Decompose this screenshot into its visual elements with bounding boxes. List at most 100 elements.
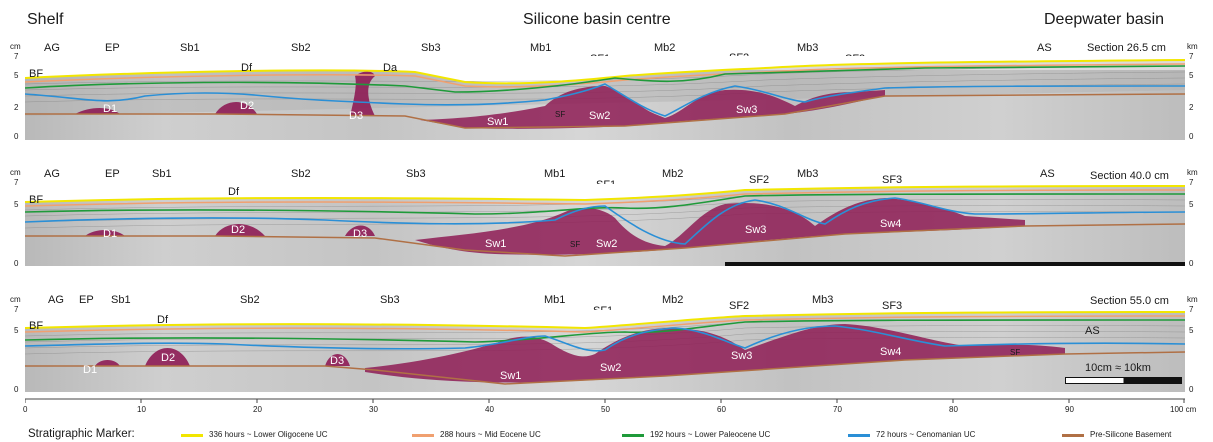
legend-swatch-oligocene (181, 434, 203, 437)
x-tick-20: 20 (253, 405, 262, 414)
legend-swatch-cenomanian (848, 434, 870, 437)
panel2-label-sw1: Sw1 (485, 238, 507, 250)
x-tick-80: 80 (949, 405, 958, 414)
panel3-label-sb1: Sb1 (111, 294, 131, 306)
panel2-label-sf: SF (570, 240, 581, 249)
x-tick-50: 50 (601, 405, 610, 414)
header-shelf: Shelf (27, 11, 64, 28)
panel3-label-mb2: Mb2 (662, 294, 684, 306)
panel3-tick-5: 5 (14, 326, 19, 335)
panel2-cross-section (25, 184, 1185, 266)
panel3-label-df: Df (157, 314, 168, 326)
panel3-label-sf2: SF2 (729, 300, 750, 312)
scale-bar (1065, 377, 1182, 384)
panel1-tick-5: 5 (14, 71, 19, 80)
panel3-tick-0-right: 0 (1189, 385, 1194, 394)
panel3-label-ag: AG (48, 294, 64, 306)
panel1-label-sb1: Sb1 (180, 42, 200, 54)
panel1-label-sw1: Sw1 (487, 116, 509, 128)
panel2-label-sb2: Sb2 (291, 168, 311, 180)
panel2-section-title: Section 40.0 cm (1090, 170, 1169, 182)
panel2-label-sb3: Sb3 (406, 168, 426, 180)
panel3-label-d1: D1 (83, 364, 98, 376)
panel3-tick-7-right: 7 (1189, 305, 1194, 314)
panel1-unit-cm: cm (10, 42, 21, 51)
panel1-label-da: Da (383, 62, 398, 74)
panel1-label-bf: BF (29, 68, 44, 80)
panel2-label-mb2: Mb2 (662, 168, 684, 180)
panel3-label-sb2: Sb2 (240, 294, 260, 306)
panel3-section-title: Section 55.0 cm (1090, 295, 1169, 307)
x-tick-0: 0 (23, 405, 28, 414)
panel2-tick-5-right: 5 (1189, 200, 1194, 209)
panel3-label-sw2: Sw2 (600, 362, 622, 374)
panel1-label-d2: D2 (240, 100, 255, 112)
panel3-label-mb3: Mb3 (812, 294, 834, 306)
panel1-section-title: Section 26.5 cm (1087, 42, 1166, 54)
scale-bar-label: 10cm ≈ 10km (1085, 362, 1151, 374)
panel3-label-d2: D2 (161, 352, 176, 364)
panel1-tick-2-right: 2 (1189, 103, 1194, 112)
panel3-label-ep: EP (79, 294, 94, 306)
panel1-label-mb3: Mb3 (797, 42, 819, 54)
panel3-label-mb1: Mb1 (544, 294, 566, 306)
panel1-label-mb1: Mb1 (530, 42, 552, 54)
panel1-label-sw3: Sw3 (736, 104, 758, 116)
header-silicone-basin-centre: Silicone basin centre (523, 11, 671, 28)
panel2-label-sw2: Sw2 (596, 238, 618, 250)
panel3-unit-km: km (1187, 295, 1198, 304)
panel1-label-ag: AG (44, 42, 60, 54)
panel2-label-as: AS (1040, 168, 1055, 180)
header-deepwater-basin: Deepwater basin (1044, 11, 1165, 28)
panel2-unit-cm: cm (10, 168, 21, 177)
panel3-label-sw1: Sw1 (500, 370, 522, 382)
panel3-label-as: AS (1085, 325, 1100, 337)
panel3-label-bf: BF (29, 320, 44, 332)
panel1-label-sw2: Sw2 (589, 110, 611, 122)
panel1-tick-7-right: 7 (1189, 52, 1194, 61)
panel3-tick-0: 0 (14, 385, 19, 394)
panel2-tick-7: 7 (14, 178, 19, 187)
x-tick-70: 70 (833, 405, 842, 414)
panel1-tick-5-right: 5 (1189, 71, 1194, 80)
panel3-tick-7: 7 (14, 305, 19, 314)
panel2-tick-7-right: 7 (1189, 178, 1194, 187)
panel2-label-d1: D1 (103, 228, 118, 240)
panel1-label-as: AS (1037, 42, 1052, 54)
panel3-label-sf: SF (1010, 348, 1021, 357)
panel2-tick-0-right: 0 (1189, 259, 1194, 268)
panel2-tick-5: 5 (14, 200, 19, 209)
panel2-label-sf3: SF3 (882, 174, 903, 186)
panel1-unit-km: km (1187, 42, 1198, 51)
legend-label-oligocene: 336 hours ~ Lower Oligocene UC (209, 430, 328, 439)
panel3-label-d3: D3 (330, 355, 345, 367)
legend-label-basement: Pre-Silicone Basement (1090, 430, 1172, 439)
legend-label-paleocene: 192 hours ~ Lower Paleocene UC (650, 430, 771, 439)
panel1-label-df: Df (241, 62, 252, 74)
x-tick-30: 30 (369, 405, 378, 414)
x-tick-60: 60 (717, 405, 726, 414)
panel1-label-d1: D1 (103, 103, 118, 115)
panel1-tick-0: 0 (14, 132, 19, 141)
panel3-tick-5-right: 5 (1189, 326, 1194, 335)
panel2-label-ag: AG (44, 168, 60, 180)
panel2-label-ep: EP (105, 168, 120, 180)
panel3-label-sw3: Sw3 (731, 350, 753, 362)
panel1-tick-0-right: 0 (1189, 132, 1194, 141)
x-tick-90: 90 (1065, 405, 1074, 414)
panel1-tick-7: 7 (14, 52, 19, 61)
panel3-label-sf3: SF3 (882, 300, 903, 312)
panel2-label-d3: D3 (353, 228, 368, 240)
x-tick-40: 40 (485, 405, 494, 414)
panel2-label-sw3: Sw3 (745, 224, 767, 236)
panel2-tick-0: 0 (14, 259, 19, 268)
panel1-tick-2: 2 (14, 103, 19, 112)
panel2-label-sb1: Sb1 (152, 168, 172, 180)
legend-swatch-basement (1062, 434, 1084, 437)
panel3-cross-section (25, 310, 1185, 392)
panel1-label-ep: EP (105, 42, 120, 54)
panel2-label-mb3: Mb3 (797, 168, 819, 180)
panel1-label-d3: D3 (349, 110, 364, 122)
panel2-label-sw4: Sw4 (880, 218, 902, 230)
x-tick-10: 10 (137, 405, 146, 414)
